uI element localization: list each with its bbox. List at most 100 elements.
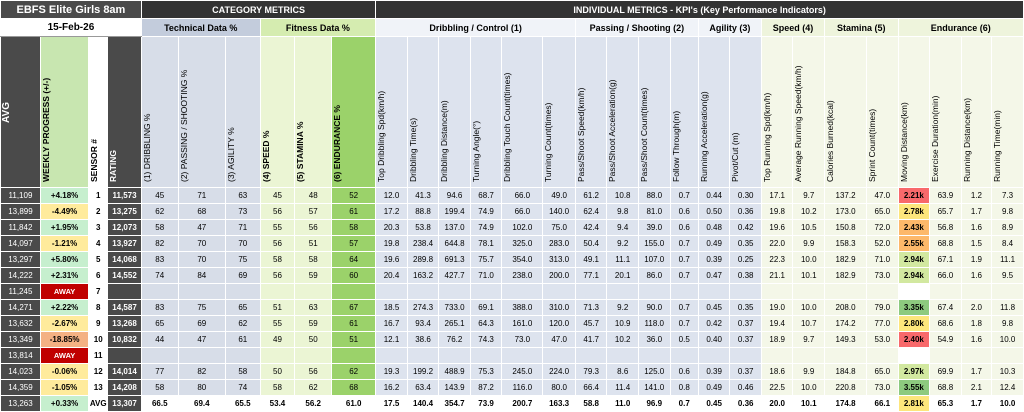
kpi-cell: 0.30	[729, 187, 762, 204]
avg-total-cell: 13,263	[0, 395, 41, 412]
progress-cell: +4.18%	[39, 187, 90, 204]
sensor-cell: 9	[88, 315, 109, 332]
kpi-header-3: Dribbling Distance(m)	[438, 36, 471, 188]
kpi-cell: 19.0	[760, 299, 794, 316]
category-metrics-header: CATEGORY METRICS	[140, 0, 377, 19]
category-cell: 65	[224, 299, 261, 316]
rating-cell: 14,552	[107, 267, 142, 284]
kpi-cell: 2.0	[960, 299, 993, 316]
kpi-cell: 182.9	[824, 267, 868, 284]
progress-cell: AWAY	[39, 347, 90, 364]
category-cell: 63	[224, 187, 261, 204]
kpi-cell: 86.0	[637, 267, 671, 284]
sensor-cell: 1	[88, 187, 109, 204]
table-row: 14,359 -1.05% 13 14,208 58 80 74 58 62 68 16.2 63.4…	[0, 379, 1024, 396]
kpi-cell: 10.2	[606, 331, 639, 348]
category-cell: 58	[331, 219, 377, 236]
kpi-cell: 18.5	[375, 299, 408, 316]
kpi-cell: 22.3	[760, 251, 794, 268]
kpi-cell: 79.3	[574, 363, 608, 380]
kpi-cell: 2.94k	[897, 267, 931, 284]
kpi-cell: 12.4	[991, 379, 1024, 396]
kpi-cell: 200.0	[542, 267, 576, 284]
kpi-cell: 2.40k	[897, 331, 931, 348]
kpi-cell: 644.8	[438, 235, 471, 252]
kpi-cell	[897, 347, 931, 364]
kpi-cell: 11.1	[991, 251, 1024, 268]
kpi-cell: 75.7	[469, 251, 503, 268]
kpi-cell: 69.9	[929, 363, 962, 380]
kpi-total-cell: 58.8	[574, 395, 608, 412]
kpi-cell: 10.0	[991, 331, 1024, 348]
category-cell	[177, 347, 226, 364]
rating-cell: 14,068	[107, 251, 142, 268]
kpi-cell: 208.0	[824, 299, 868, 316]
progress-cell: +2.22%	[39, 299, 90, 316]
kpi-cell: 0.8	[669, 379, 699, 396]
category-cell: 75	[177, 299, 226, 316]
kpi-cell: 19.4	[760, 315, 794, 332]
kpi-cell: 184.8	[824, 363, 868, 380]
table-row: 13,632 -2.67% 9 13,268 65 69 62 55 59 61 16.7 93.4 2…	[0, 315, 1024, 332]
category-cell: 67	[331, 299, 377, 316]
kpi-cell: 42.4	[574, 219, 608, 236]
kpi-cell: 149.3	[824, 331, 868, 348]
kpi-cell: 125.0	[637, 363, 671, 380]
kpi-cell: 7.3	[991, 187, 1024, 204]
kpi-total-cell: 65.3	[929, 395, 962, 412]
sensor-cell: 2	[88, 203, 109, 220]
kpi-cell: 17.1	[760, 187, 794, 204]
category-cell: 71	[177, 187, 226, 204]
kpi-cell: 68.7	[469, 187, 503, 204]
report-date: 15-Feb-26	[0, 18, 142, 37]
kpi-total-cell: 2.81k	[897, 395, 931, 412]
kpi-cell: 0.50	[697, 203, 731, 220]
category-cell	[140, 283, 179, 300]
kpi-cell	[991, 347, 1024, 364]
kpi-cell: 38.6	[406, 331, 440, 348]
kpi-cell: 10.8	[606, 187, 639, 204]
kpi-cell: 68.6	[929, 315, 962, 332]
kpi-cell	[897, 283, 931, 300]
kpi-cell: 2.1	[960, 379, 993, 396]
kpi-cell: 0.6	[669, 203, 699, 220]
category-cell: 44	[140, 331, 179, 348]
table-row: 14,271 +2.22% 8 14,587 83 75 65 51 63 67 18.5 274.3…	[0, 299, 1024, 316]
kpi-cell: 0.37	[729, 315, 762, 332]
kpi-cell: 18.9	[760, 331, 794, 348]
avg-cell: 13,899	[0, 203, 41, 220]
kpi-cell: 2.55k	[897, 235, 931, 252]
kpi-cell: 54.9	[929, 331, 962, 348]
kpi-cell: 9.2	[606, 299, 639, 316]
kpi-cell: 53.0	[866, 331, 899, 348]
kpi-cell: 2.78k	[897, 203, 931, 220]
kpi-total-cell: 1.7	[960, 395, 993, 412]
kpi-cell: 74.3	[469, 331, 503, 348]
kpi-cell: 72.0	[866, 219, 899, 236]
kpi-cell: 22.0	[760, 235, 794, 252]
dribbling-pct-header: (1) DRIBBLING %	[140, 36, 179, 188]
passing-pct-header: (2) PASSING / SHOOTING %	[177, 36, 226, 188]
kpi-cell: 182.9	[824, 251, 868, 268]
kpi-cell: 19.3	[375, 363, 408, 380]
kpi-header-1: Top Dribbling Spd(km/h)	[375, 36, 408, 188]
kpi-cell: 174.2	[824, 315, 868, 332]
kpi-cell: 140.0	[542, 203, 576, 220]
kpi-cell: 93.4	[406, 315, 440, 332]
kpi-header-2: Dribbling Time(s)	[406, 36, 440, 188]
kpi-cell: 3.35k	[897, 299, 931, 316]
kpi-cell: 10.9	[606, 315, 639, 332]
speed-group-header: Speed (4)	[760, 18, 826, 37]
kpi-cell: 0.48	[697, 219, 731, 236]
category-cell	[331, 347, 377, 364]
avg-cell: 14,222	[0, 267, 41, 284]
kpi-cell: 9.5	[991, 267, 1024, 284]
category-cell	[259, 283, 296, 300]
kpi-cell: 0.7	[669, 251, 699, 268]
kpi-cell: 354.0	[501, 251, 544, 268]
category-cell: 48	[294, 187, 333, 204]
endurance-group-header: Endurance (6)	[897, 18, 1024, 37]
category-cell	[294, 283, 333, 300]
endurance-pct-header: (6) ENDURANCE %	[331, 36, 377, 188]
